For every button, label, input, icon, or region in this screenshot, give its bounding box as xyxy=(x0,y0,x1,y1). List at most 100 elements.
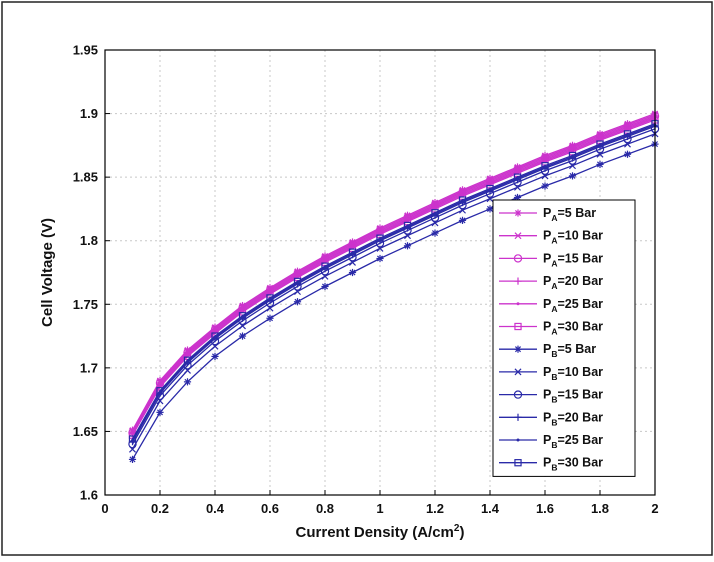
legend-label-tail: =15 Bar xyxy=(557,388,603,402)
x-tick-label: 1.6 xyxy=(536,501,554,516)
legend-label-subscript: B xyxy=(551,463,557,473)
x-tick-label: 1.8 xyxy=(591,501,609,516)
legend-label: PB=30 Bar xyxy=(543,456,603,473)
legend-marker xyxy=(514,232,522,240)
series-line xyxy=(131,112,656,431)
data-point xyxy=(128,455,137,463)
legend-label-main: P xyxy=(543,410,551,424)
legend-label-tail: =20 Bar xyxy=(557,410,603,424)
data-point xyxy=(486,205,494,213)
legend-label: PB=5 Bar xyxy=(543,342,596,359)
x-tick-label: 1.2 xyxy=(426,501,444,516)
legend-label-subscript: A xyxy=(551,327,557,337)
legend-label-tail: =30 Bar xyxy=(557,320,603,334)
legend-label-main: P xyxy=(543,342,551,356)
y-axis-label: Cell Voltage (V) xyxy=(39,218,56,327)
y-tick-label: 1.75 xyxy=(73,297,98,312)
legend-label: PB=15 Bar xyxy=(543,388,603,405)
legend-label-tail: =10 Bar xyxy=(557,229,603,243)
legend-item: PA=20 Bar xyxy=(499,274,603,291)
legend-item: PB=5 Bar xyxy=(499,342,596,359)
legend-label-tail: =25 Bar xyxy=(557,433,603,447)
legend-label-tail: =30 Bar xyxy=(557,456,603,470)
data-point xyxy=(266,314,274,322)
legend-item: PA=15 Bar xyxy=(499,251,603,268)
data-point xyxy=(128,435,137,443)
legend-marker xyxy=(516,438,520,442)
data-point xyxy=(321,262,329,270)
legend-marker xyxy=(514,277,522,285)
data-point xyxy=(458,216,467,224)
data-point xyxy=(156,387,164,395)
legend-label-subscript: A xyxy=(551,304,557,314)
series-line xyxy=(131,124,656,441)
data-point xyxy=(131,438,134,442)
legend-label-subscript: A xyxy=(551,258,557,268)
data-point xyxy=(238,312,247,320)
legend-label-subscript: B xyxy=(551,372,557,382)
data-point xyxy=(596,140,604,148)
series-b-11 xyxy=(128,120,659,443)
legend-label-subscript: A xyxy=(551,213,557,223)
legend-marker xyxy=(514,209,522,217)
legend-label: PA=20 Bar xyxy=(543,274,603,291)
legend-box xyxy=(492,199,636,477)
data-point xyxy=(403,221,412,230)
legend-marker xyxy=(516,302,520,306)
legend-marker xyxy=(513,390,523,399)
data-point xyxy=(293,277,302,286)
data-point xyxy=(211,332,219,340)
x-tick-label: 1.4 xyxy=(481,501,500,516)
data-point xyxy=(568,172,577,180)
series-line xyxy=(131,123,656,440)
data-point xyxy=(403,242,412,250)
data-point xyxy=(348,248,357,256)
data-point xyxy=(183,356,192,364)
data-point xyxy=(541,182,549,190)
x-tick-label: 2 xyxy=(651,501,658,516)
legend-label: PB=10 Bar xyxy=(543,365,603,382)
series-line xyxy=(131,115,656,434)
legend-marker xyxy=(514,345,522,353)
legend-label-subscript: A xyxy=(551,236,557,246)
legend-item: PA=30 Bar xyxy=(499,320,603,337)
data-point xyxy=(623,130,632,138)
legend-label-main: P xyxy=(543,365,551,379)
legend-label-subscript: A xyxy=(551,281,557,291)
data-point xyxy=(238,332,247,340)
x-axis-label-superscript: 2 xyxy=(454,523,460,534)
x-tick-label: 0.2 xyxy=(151,501,169,516)
legend-marker xyxy=(514,459,522,467)
legend-label: PB=20 Bar xyxy=(543,410,603,427)
legend-label-main: P xyxy=(543,206,551,220)
series-line xyxy=(131,118,656,435)
x-tick-label: 0.8 xyxy=(316,501,334,516)
legend-label-main: P xyxy=(543,388,551,402)
legend-item: PA=10 Bar xyxy=(499,229,603,246)
series-line xyxy=(131,116,656,435)
y-tick-label: 1.9 xyxy=(80,106,98,121)
x-tick-label: 1 xyxy=(376,501,383,516)
data-point xyxy=(376,254,384,263)
legend-label-main: P xyxy=(543,274,551,288)
legend-label-subscript: B xyxy=(551,395,557,405)
legend-label: PA=5 Bar xyxy=(543,206,596,223)
legend-label-tail: =25 Bar xyxy=(557,297,603,311)
data-point xyxy=(183,378,192,386)
legend-item: PA=5 Bar xyxy=(499,206,596,223)
series-b-6 xyxy=(128,140,659,463)
x-tick-label: 0.6 xyxy=(261,501,279,516)
legend-label: PA=10 Bar xyxy=(543,229,603,246)
legend-item: PB=30 Bar xyxy=(499,456,603,473)
data-point xyxy=(541,162,549,170)
legend-label-main: P xyxy=(543,456,551,470)
legend-item: PB=25 Bar xyxy=(499,433,603,450)
data-point xyxy=(156,408,164,416)
data-point xyxy=(348,268,357,277)
legend-label-tail: =15 Bar xyxy=(557,251,603,265)
series-line xyxy=(131,133,656,450)
x-tick-label: 0.4 xyxy=(206,501,225,516)
legend-label-tail: =10 Bar xyxy=(557,365,603,379)
legend-marker xyxy=(514,413,522,421)
